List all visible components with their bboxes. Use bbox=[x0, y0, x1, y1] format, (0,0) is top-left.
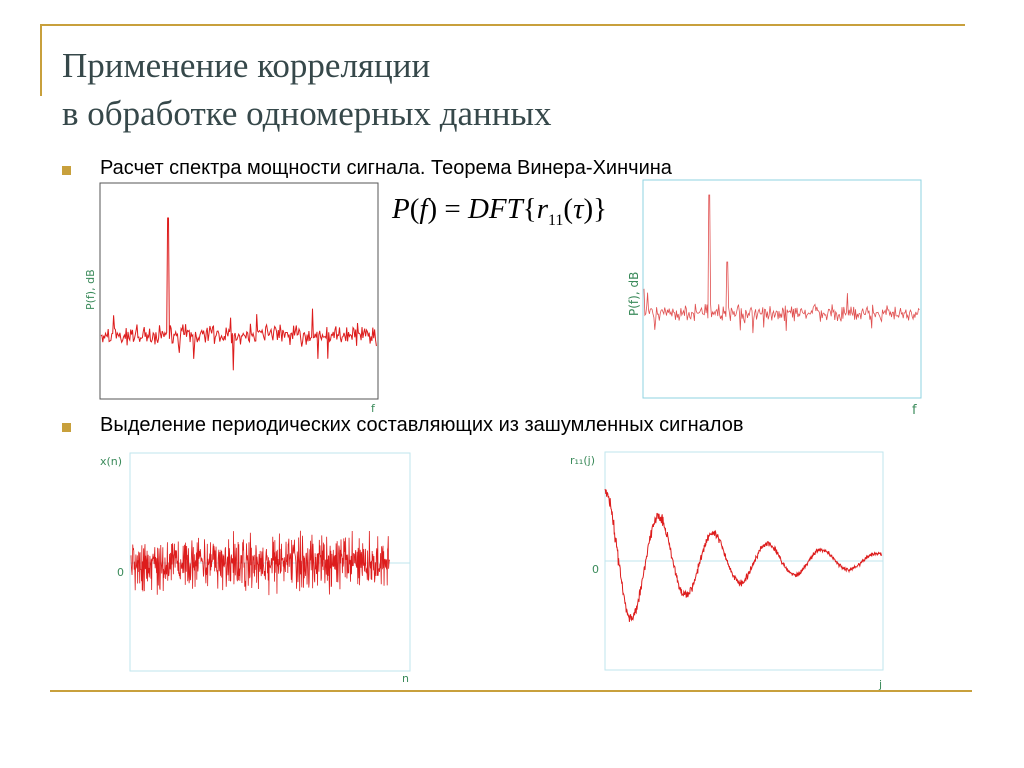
spectrum-chart-2: P(f), dB f bbox=[627, 179, 922, 418]
formula-lhs: P bbox=[392, 193, 410, 225]
chart4-series-line bbox=[604, 488, 883, 622]
title-line-2: в обработке одномерных данных bbox=[62, 94, 552, 133]
chart3-frame bbox=[129, 452, 411, 672]
chart1-frame bbox=[99, 182, 379, 400]
formula-sym: r bbox=[536, 193, 548, 225]
bullet-text-2: Выделение периодических составляющих из … bbox=[100, 414, 744, 436]
chart2-series-line bbox=[643, 194, 920, 334]
chart2-xlabel: f bbox=[912, 403, 917, 418]
formula-op: DFT bbox=[467, 193, 523, 225]
chart4-xlabel: j bbox=[878, 678, 882, 691]
frame-bottom-line bbox=[50, 690, 972, 692]
chart1-xlabel: f bbox=[371, 402, 376, 415]
bullet-text-1: Расчет спектра мощности сигнала. Теорема… bbox=[100, 157, 672, 179]
chart3-ylabel: x(n) bbox=[100, 455, 122, 468]
spectrum-chart-1: P(f), dB f bbox=[84, 182, 379, 415]
chart2-ylabel: P(f), dB bbox=[627, 272, 641, 316]
signal-chart-xn: x(n) 0 n bbox=[100, 452, 411, 685]
bullet-marker-2 bbox=[62, 423, 71, 432]
formula-sub: 11 bbox=[547, 211, 564, 229]
title-line-1: Применение корреляции bbox=[62, 46, 431, 85]
chart4-ylabel: r₁₁(j) bbox=[570, 454, 595, 467]
chart3-zero-tick: 0 bbox=[117, 566, 124, 579]
chart3-xlabel: n bbox=[402, 672, 409, 685]
formula-arg: f bbox=[419, 193, 428, 225]
chart1-series-line bbox=[100, 217, 377, 371]
chart4-zero-tick: 0 bbox=[592, 563, 599, 576]
frame-top-line bbox=[40, 24, 965, 26]
bullet-marker-1 bbox=[62, 166, 71, 175]
frame-left-line bbox=[40, 24, 42, 96]
wiener-khinchin-formula: P(f) = DFT{r11(τ)} bbox=[392, 193, 608, 229]
formula-tau: τ bbox=[573, 193, 584, 225]
autocorrelation-chart: r₁₁(j) 0 j bbox=[570, 451, 884, 691]
slide-title: Применение корреляции в обработке одноме… bbox=[62, 42, 552, 138]
chart3-series-line bbox=[130, 530, 390, 596]
chart2-frame bbox=[642, 179, 922, 399]
chart1-ylabel: P(f), dB bbox=[84, 269, 97, 310]
